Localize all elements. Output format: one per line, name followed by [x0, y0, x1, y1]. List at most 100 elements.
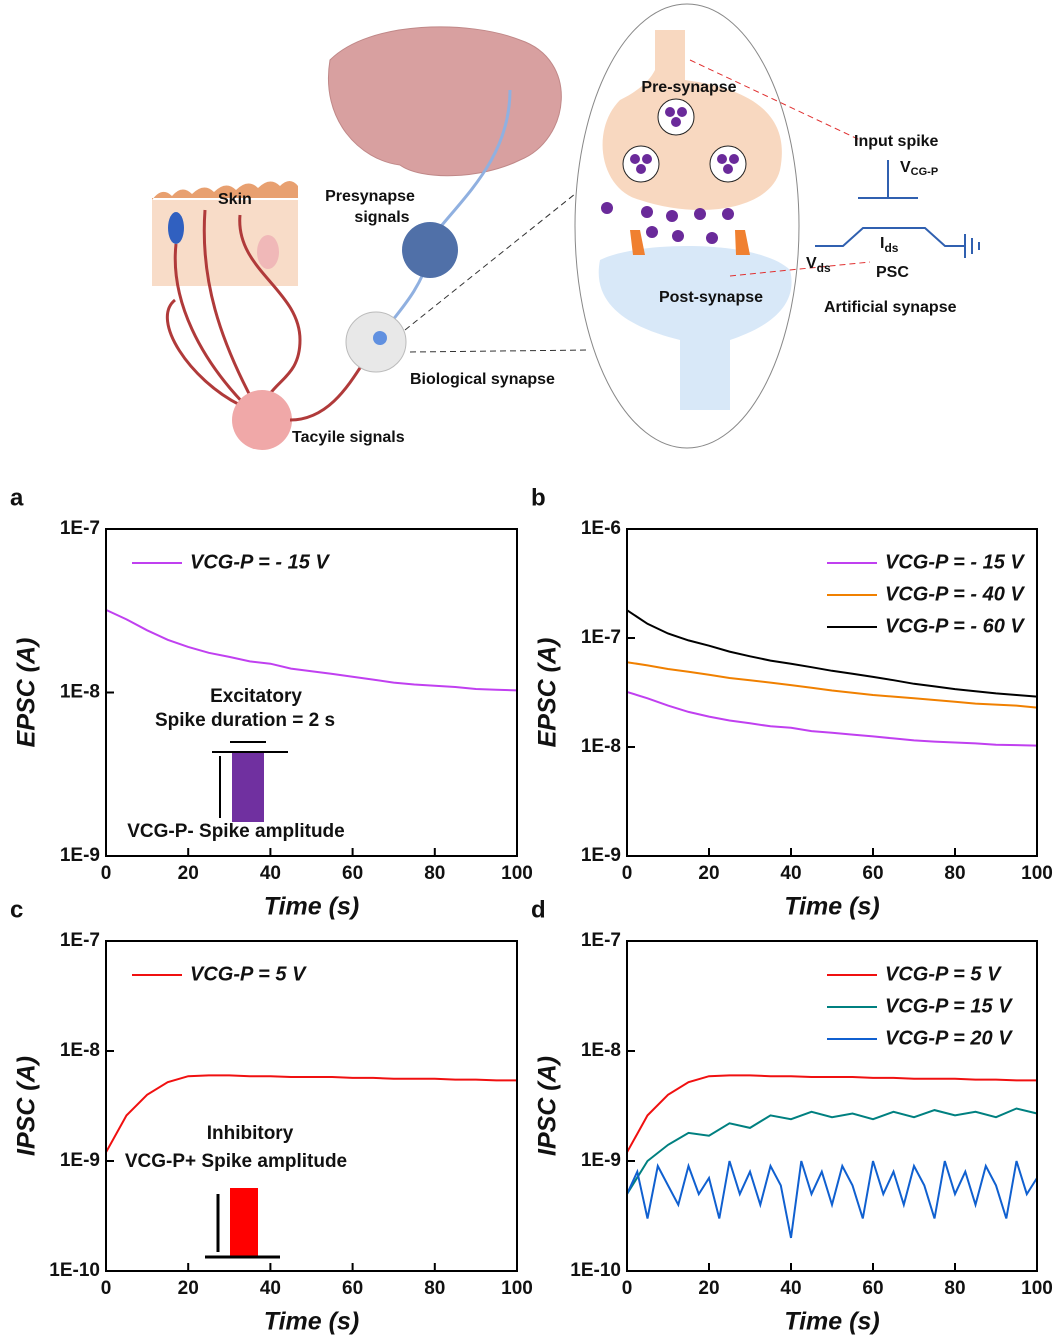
circuit	[815, 160, 980, 258]
y-tick-label: 1E-10	[570, 1260, 621, 1281]
y-tick-label: 1E-9	[60, 1150, 100, 1171]
annotation: VCG-P- Spike amplitude	[127, 821, 344, 842]
y-tick-label: 1E-8	[581, 1040, 621, 1061]
plot-frame	[105, 528, 518, 857]
annotation: Excitatory	[210, 686, 302, 707]
y-axis-label: IPSC (A)	[13, 1056, 41, 1156]
receptor-channel	[630, 230, 750, 255]
inset-axes	[212, 741, 288, 818]
label: PSC	[876, 264, 909, 281]
x-tick-label: 80	[424, 863, 445, 884]
x-tick-label: 100	[1021, 863, 1053, 884]
neurotransmitters	[601, 107, 739, 244]
data-line	[626, 609, 1038, 698]
legend-label: VCG-P = 5 V	[190, 963, 307, 985]
x-tick-label: 20	[178, 863, 199, 884]
label: Ids	[880, 235, 899, 255]
inset-axes	[205, 1194, 280, 1259]
x-tick-label: 40	[260, 863, 281, 884]
x-tick-label: 40	[780, 1278, 801, 1299]
y-tick-label: 1E-10	[49, 1260, 100, 1281]
data-line	[626, 661, 1038, 709]
data-line	[105, 608, 518, 692]
y-axis-label: IPSC (A)	[534, 1056, 562, 1156]
x-tick-label: 20	[178, 1278, 199, 1299]
link-line	[689, 59, 861, 141]
x-tick-label: 60	[862, 863, 883, 884]
data-line	[626, 1107, 1038, 1195]
x-axis-label: Time (s)	[264, 893, 359, 921]
y-axis-label: EPSC (A)	[534, 638, 562, 748]
x-axis-label: Time (s)	[784, 1308, 879, 1336]
x-tick-label: 40	[260, 1278, 281, 1299]
x-tick-label: 80	[944, 1278, 965, 1299]
x-tick-label: 0	[101, 1278, 112, 1299]
data-line	[626, 690, 1038, 747]
skin-surface	[152, 181, 298, 200]
legend-label: VCG-P = - 15 V	[885, 551, 1025, 573]
diagram: Skin Presynapse signals Biological synap…	[152, 3, 980, 450]
brain	[328, 26, 562, 177]
x-tick-label: 100	[501, 863, 533, 884]
y-tick-label: 1E-9	[60, 845, 100, 866]
x-tick-label: 100	[501, 1278, 533, 1299]
label: Pre-synapse	[641, 79, 736, 96]
legend-label: VCG-P = - 15 V	[190, 551, 330, 573]
y-tick-label: 1E-7	[581, 930, 621, 951]
label: Presynapse	[325, 188, 415, 205]
label: Tacyile signals	[292, 429, 405, 446]
inset-pulse	[230, 1188, 258, 1256]
presynapse-node	[402, 222, 458, 278]
receptor	[168, 212, 184, 244]
x-tick-label: 80	[424, 1278, 445, 1299]
zoom-line	[404, 189, 581, 331]
annotation: VCG-P+ Spike amplitude	[125, 1151, 347, 1172]
data-line	[626, 1160, 1038, 1239]
x-tick-label: 0	[101, 863, 112, 884]
receptor	[257, 235, 279, 269]
y-tick-label: 1E-7	[60, 518, 100, 539]
y-tick-label: 1E-7	[60, 930, 100, 951]
x-axis-label: Time (s)	[784, 893, 879, 921]
x-axis-label: Time (s)	[264, 1308, 359, 1336]
y-tick-label: 1E-8	[60, 682, 100, 703]
panel-label: c	[10, 896, 23, 923]
y-tick-label: 1E-6	[581, 518, 621, 539]
legend-label: VCG-P = - 40 V	[885, 583, 1025, 605]
x-tick-label: 80	[944, 863, 965, 884]
y-tick-label: 1E-8	[581, 736, 621, 757]
legend-label: VCG-P = 5 V	[885, 963, 1002, 985]
zoom-line	[409, 349, 591, 353]
label: Post-synapse	[659, 289, 763, 306]
x-tick-label: 100	[1021, 1278, 1053, 1299]
data-line	[105, 1074, 517, 1153]
synapse-dot	[373, 331, 387, 345]
legend-label: VCG-P = 15 V	[885, 995, 1013, 1017]
label: Vds	[806, 255, 831, 275]
panel-label: a	[10, 484, 24, 511]
label: Artificial synapse	[824, 299, 957, 316]
legend-label: VCG-P = - 60 V	[885, 615, 1025, 637]
inset-pulse	[232, 752, 264, 822]
y-axis-label: EPSC (A)	[13, 638, 41, 748]
tactile-node	[232, 390, 292, 450]
x-tick-label: 0	[622, 863, 633, 884]
y-tick-label: 1E-9	[581, 1150, 621, 1171]
plot-frame	[626, 528, 1038, 857]
panel-label: d	[531, 896, 546, 923]
data-line	[626, 1074, 1037, 1153]
annotation: Inhibitory	[207, 1123, 294, 1144]
x-tick-label: 60	[342, 863, 363, 884]
x-tick-label: 20	[698, 863, 719, 884]
nerve	[165, 209, 302, 412]
y-tick-label: 1E-9	[581, 845, 621, 866]
plot-frame	[626, 940, 1038, 1272]
legend-label: VCG-P = 20 V	[885, 1027, 1013, 1049]
y-tick-label: 1E-7	[581, 627, 621, 648]
label: Skin	[218, 191, 252, 208]
x-tick-label: 20	[698, 1278, 719, 1299]
x-tick-label: 40	[780, 863, 801, 884]
label: Biological synapse	[410, 371, 555, 388]
x-tick-label: 60	[342, 1278, 363, 1299]
